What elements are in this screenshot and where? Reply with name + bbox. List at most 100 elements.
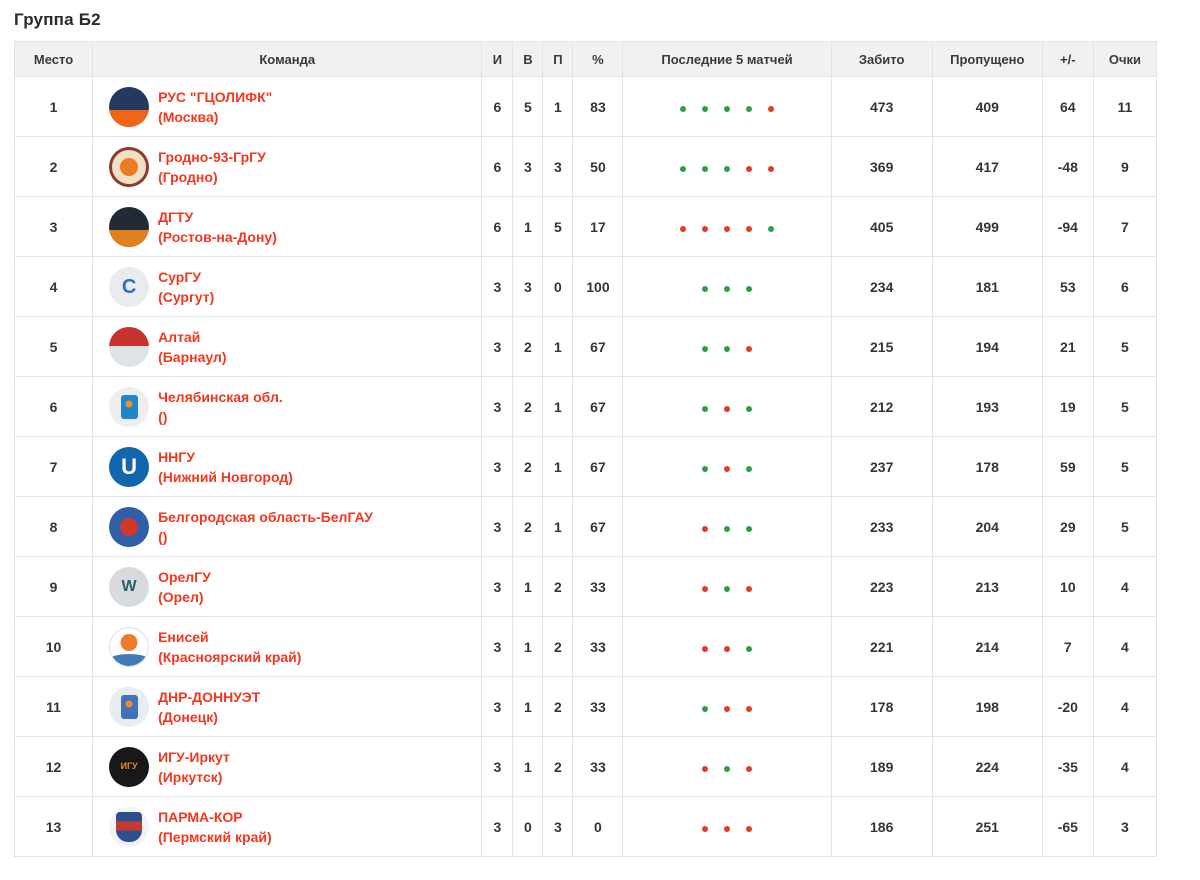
last5-cell [622, 676, 832, 737]
team-name-link[interactable]: Челябинская обл. [158, 388, 283, 405]
last5-cell [622, 736, 832, 797]
table-row: 7 U ННГУ (Нижний Новгород) 3 2 1 67 237 … [13, 436, 1158, 497]
standings-page: Группа Б2 Место Команда И В П % Последни… [13, 10, 1158, 857]
team-city: (Пермский край) [158, 828, 272, 845]
losses-cell: 1 [542, 376, 574, 437]
wins-cell: 5 [512, 76, 544, 137]
team-text: Алтай (Барнаул) [158, 327, 226, 367]
team-logo-icon[interactable] [109, 506, 150, 547]
loss-dot-icon [768, 105, 775, 112]
loss-dot-icon [746, 165, 753, 172]
conceded-cell: 204 [931, 496, 1043, 557]
team-name-link[interactable]: Гродно-93-ГрГУ [158, 148, 266, 165]
header-scored: Забито [830, 41, 933, 77]
last5-dots [694, 525, 760, 532]
points-cell: 9 [1092, 136, 1158, 197]
team-name-link[interactable]: Белгородская область-БелГАУ [158, 508, 373, 525]
team-wrap: Алтай (Барнаул) [93, 326, 481, 367]
win-dot-icon [702, 285, 709, 292]
header-place: Место [13, 41, 94, 77]
wins-cell: 2 [512, 496, 544, 557]
points-cell: 4 [1092, 676, 1158, 737]
team-text: ДНР-ДОННУЭТ (Донецк) [158, 687, 260, 727]
team-logo-icon[interactable] [109, 386, 150, 427]
team-cell: РУС "ГЦОЛИФК" (Москва) [92, 76, 483, 137]
losses-cell: 2 [542, 616, 574, 677]
loss-dot-icon [702, 525, 709, 532]
team-name-link[interactable]: СурГУ [158, 268, 201, 285]
win-dot-icon [746, 645, 753, 652]
losses-cell: 1 [542, 436, 574, 497]
scored-cell: 212 [830, 376, 933, 437]
team-name-link[interactable]: РУС "ГЦОЛИФК" [158, 88, 273, 105]
win-dot-icon [746, 405, 753, 412]
team-city: (Сургут) [158, 288, 215, 305]
team-logo-icon[interactable] [109, 686, 150, 727]
header-last5: Последние 5 матчей [622, 41, 832, 77]
scored-cell: 405 [830, 196, 933, 257]
team-logo-icon[interactable] [109, 146, 150, 187]
pct-cell: 33 [572, 616, 624, 677]
team-logo-icon[interactable] [109, 326, 150, 367]
team-logo-icon[interactable]: ИГУ [109, 746, 150, 787]
team-text: ННГУ (Нижний Новгород) [158, 447, 293, 487]
team-name-link[interactable]: ДГТУ [158, 208, 194, 225]
team-logo-icon[interactable]: W [109, 566, 150, 607]
games-cell: 6 [481, 196, 514, 257]
team-name-link[interactable]: ПАРМА-КОР [158, 808, 243, 825]
team-logo-icon[interactable]: U [109, 446, 150, 487]
win-dot-icon [724, 165, 731, 172]
losses-cell: 2 [542, 676, 574, 737]
team-name-link[interactable]: Енисей [158, 628, 209, 645]
team-name-link[interactable]: Алтай [158, 328, 201, 345]
diff-cell: 59 [1041, 436, 1094, 497]
team-name-link[interactable]: ННГУ [158, 448, 195, 465]
team-name-link[interactable]: ДНР-ДОННУЭТ [158, 688, 261, 705]
team-city: (Орел) [158, 588, 204, 605]
last5-dots [672, 225, 782, 232]
loss-dot-icon [724, 705, 731, 712]
scored-cell: 178 [830, 676, 933, 737]
last5-cell [622, 556, 832, 617]
win-dot-icon [768, 225, 775, 232]
last5-dots [694, 405, 760, 412]
last5-dots [694, 585, 760, 592]
header-points: Очки [1092, 41, 1158, 77]
team-logo-icon[interactable] [109, 206, 150, 247]
team-logo-icon[interactable] [109, 806, 150, 847]
team-logo-icon[interactable]: C [109, 266, 150, 307]
last5-dots [694, 345, 760, 352]
points-cell: 5 [1092, 436, 1158, 497]
games-cell: 3 [481, 676, 514, 737]
pct-cell: 33 [572, 736, 624, 797]
team-city: (Нижний Новгород) [158, 468, 293, 485]
games-cell: 3 [481, 316, 514, 377]
team-cell: ИГУ ИГУ-Иркут (Иркутск) [92, 736, 483, 797]
team-logo-icon[interactable] [109, 626, 150, 667]
games-cell: 3 [481, 496, 514, 557]
team-text: ОрелГУ (Орел) [158, 567, 211, 607]
last5-cell [622, 76, 832, 137]
team-logo-icon[interactable] [109, 86, 150, 127]
scored-cell: 189 [830, 736, 933, 797]
place-cell: 12 [13, 736, 94, 797]
points-cell: 5 [1092, 316, 1158, 377]
table-row: 3 ДГТУ (Ростов-на-Дону) 6 1 5 17 405 499… [13, 196, 1158, 257]
team-wrap: U ННГУ (Нижний Новгород) [93, 446, 481, 487]
team-name-link[interactable]: ОрелГУ [158, 568, 211, 585]
team-city: (Гродно) [158, 168, 218, 185]
pct-cell: 67 [572, 316, 624, 377]
loss-dot-icon [702, 645, 709, 652]
points-cell: 4 [1092, 616, 1158, 677]
table-row: 10 Енисей (Красноярский край) 3 1 2 33 2… [13, 616, 1158, 677]
diff-cell: 64 [1041, 76, 1094, 137]
pct-cell: 67 [572, 436, 624, 497]
last5-cell [622, 256, 832, 317]
points-cell: 6 [1092, 256, 1158, 317]
win-dot-icon [680, 105, 687, 112]
points-cell: 4 [1092, 736, 1158, 797]
header-losses: П [542, 41, 574, 77]
team-wrap: ДГТУ (Ростов-на-Дону) [93, 206, 481, 247]
team-name-link[interactable]: ИГУ-Иркут [158, 748, 230, 765]
team-wrap: ПАРМА-КОР (Пермский край) [93, 806, 481, 847]
